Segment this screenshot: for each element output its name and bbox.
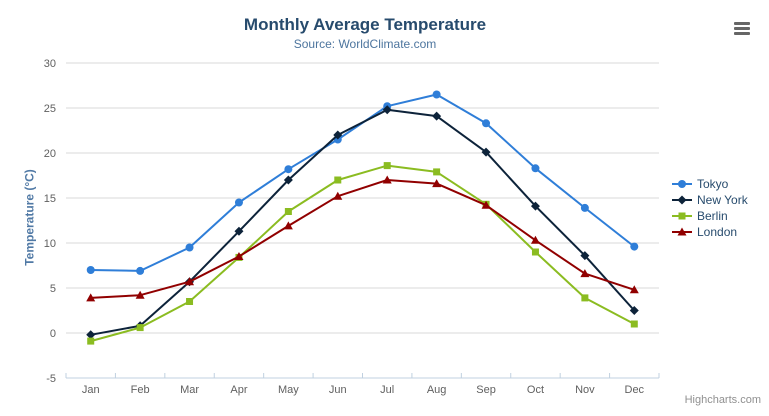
data-point-berlin-oct[interactable] <box>531 248 539 256</box>
export-menu-button[interactable] <box>732 20 752 38</box>
x-tick-label: Aug <box>427 384 447 396</box>
legend-label: Berlin <box>697 209 728 223</box>
data-point-berlin-feb[interactable] <box>136 324 144 332</box>
x-tick-label: Dec <box>625 384 645 396</box>
data-point-tokyo-may[interactable] <box>284 165 293 174</box>
data-point-london-feb[interactable] <box>135 290 145 299</box>
data-point-new-york-dec[interactable] <box>629 306 639 315</box>
data-point-new-york-aug[interactable] <box>432 111 442 121</box>
x-tick-label: Oct <box>527 384 544 396</box>
data-point-tokyo-dec[interactable] <box>630 242 639 251</box>
x-tick-label: Nov <box>575 384 595 396</box>
series-line-berlin <box>89 164 636 343</box>
series-line-london <box>89 179 636 299</box>
y-axis-title: Temperature (°C) <box>22 169 37 266</box>
data-point-london-jun[interactable] <box>333 191 343 200</box>
data-point-berlin-jan[interactable] <box>87 337 95 345</box>
data-point-london-may[interactable] <box>283 221 293 230</box>
data-point-london-jan[interactable] <box>86 293 96 302</box>
x-tick-label: Apr <box>230 384 247 396</box>
data-point-london-aug[interactable] <box>432 179 442 188</box>
legend: Tokyo New York Berlin London <box>672 176 748 240</box>
y-tick-label: 20 <box>44 148 56 160</box>
data-point-berlin-mar[interactable] <box>186 298 194 305</box>
triangle-marker-icon <box>672 227 692 236</box>
y-tick-label: 15 <box>44 193 56 205</box>
data-point-new-york-jun[interactable] <box>333 130 343 140</box>
y-tick-label: 0 <box>50 328 56 340</box>
x-tick-label: Mar <box>180 384 199 396</box>
data-point-berlin-dec[interactable] <box>630 320 638 328</box>
data-point-new-york-sep[interactable] <box>481 147 491 157</box>
data-point-new-york-jan[interactable] <box>86 330 96 340</box>
data-point-tokyo-apr[interactable] <box>234 198 243 207</box>
legend-item-tokyo[interactable]: Tokyo <box>672 176 748 192</box>
y-tick-label: -5 <box>46 373 56 385</box>
legend-item-new-york[interactable]: New York <box>672 192 748 208</box>
legend-item-london[interactable]: London <box>672 224 748 240</box>
legend-label: New York <box>697 193 748 207</box>
legend-label: Tokyo <box>697 177 729 191</box>
data-point-berlin-jul[interactable] <box>383 162 391 170</box>
data-point-new-york-nov[interactable] <box>580 251 590 261</box>
x-tick-label: Sep <box>476 384 496 396</box>
data-point-tokyo-oct[interactable] <box>531 164 540 173</box>
data-point-london-jul[interactable] <box>382 175 392 184</box>
data-point-new-york-apr[interactable] <box>234 226 244 236</box>
data-point-new-york-may[interactable] <box>283 175 293 185</box>
x-tick-label: Feb <box>131 384 150 396</box>
data-point-london-apr[interactable] <box>234 252 244 260</box>
legend-item-berlin[interactable]: Berlin <box>672 208 748 224</box>
data-point-tokyo-mar[interactable] <box>185 243 194 252</box>
data-point-berlin-aug[interactable] <box>433 168 441 176</box>
square-marker-icon <box>672 212 692 220</box>
data-point-new-york-jul[interactable] <box>382 105 392 115</box>
data-point-london-dec[interactable] <box>629 285 639 294</box>
data-point-london-nov[interactable] <box>580 269 590 278</box>
data-point-tokyo-nov[interactable] <box>580 203 589 212</box>
credits-link[interactable]: Highcharts.com <box>684 394 761 406</box>
series-line-tokyo <box>89 93 636 272</box>
data-point-berlin-nov[interactable] <box>581 294 589 302</box>
x-tick-label: Jul <box>380 384 394 396</box>
legend-label: London <box>697 225 738 239</box>
data-point-new-york-oct[interactable] <box>530 201 540 211</box>
data-point-tokyo-jan[interactable] <box>86 266 95 274</box>
x-tick-label: Jun <box>329 384 347 396</box>
data-point-london-mar[interactable] <box>185 277 195 286</box>
hamburger-icon <box>734 22 750 35</box>
y-tick-label: 25 <box>44 103 56 115</box>
diamond-marker-icon <box>672 195 692 205</box>
data-point-tokyo-sep[interactable] <box>482 119 491 128</box>
series-line-new-york <box>89 108 636 336</box>
data-point-tokyo-aug[interactable] <box>432 90 441 99</box>
circle-marker-icon <box>672 180 692 188</box>
chart-subtitle: Source: WorldClimate.com <box>293 37 437 51</box>
y-tick-label: 30 <box>44 58 56 70</box>
y-tick-label: 5 <box>50 283 56 295</box>
y-tick-label: 10 <box>44 238 56 250</box>
data-point-tokyo-feb[interactable] <box>136 266 145 275</box>
data-point-berlin-may[interactable] <box>284 208 292 215</box>
data-point-london-oct[interactable] <box>530 235 540 244</box>
x-tick-label: May <box>278 384 299 396</box>
chart-title: Monthly Average Temperature <box>243 15 487 34</box>
x-tick-label: Jan <box>82 384 100 396</box>
data-point-london-sep[interactable] <box>481 200 491 209</box>
data-point-berlin-jun[interactable] <box>334 176 342 184</box>
